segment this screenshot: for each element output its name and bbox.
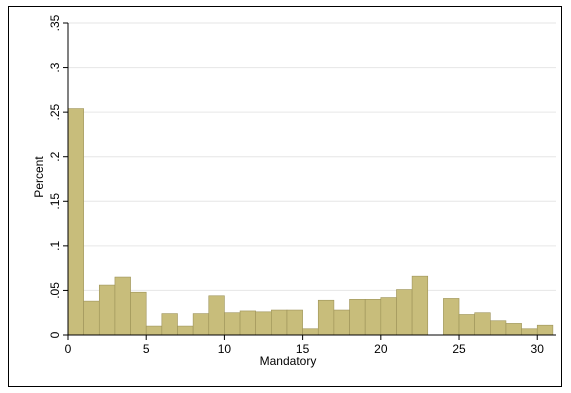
y-tick-label: .25 [48,103,62,120]
y-tick-label: .05 [48,282,62,299]
histogram-bar [317,299,335,336]
histogram-bar [114,276,131,336]
y-tick-label: .1 [48,241,62,251]
y-tick-label: 0 [48,331,62,338]
x-tick-label: 0 [65,342,72,356]
histogram-bar [333,309,350,336]
histogram-bar [192,313,210,336]
histogram-bar [161,313,178,336]
histogram-bar [130,291,147,336]
histogram-bar [177,325,194,336]
x-tick-label: 20 [374,342,388,356]
histogram-bar [458,314,475,336]
histogram-bar [271,309,288,336]
histogram-bar [380,297,397,336]
histogram-bar [224,312,241,336]
histogram-bar [411,275,429,336]
y-tick-label: .15 [48,193,62,210]
x-tick-label: 30 [531,342,545,356]
histogram-bar [505,323,522,336]
histogram-bar [286,309,303,336]
histogram-bar [536,324,554,336]
y-tick-label: .2 [48,151,62,161]
histogram-bar [239,310,256,336]
histogram-bar [67,108,84,336]
histogram-bar [208,295,225,336]
x-tick-label: 25 [452,342,466,356]
histogram-bar [396,289,413,336]
histogram-bar [145,325,163,336]
histogram-bar [474,312,491,336]
histogram-bar [255,311,272,336]
histogram-bar [364,299,382,336]
x-axis-title: Mandatory [260,354,317,368]
histogram-bar [443,298,460,336]
histogram-bar [490,320,507,336]
x-tick-label: 15 [296,342,310,356]
x-tick-label: 10 [218,342,232,356]
histogram-bar [98,284,116,336]
y-tick-label: .3 [48,62,62,72]
histogram-bar [302,328,319,336]
histogram-bar [521,328,538,336]
y-tick-label: .35 [48,14,62,31]
y-axis-title: Percent [32,156,46,198]
histogram-bar [83,300,100,336]
x-tick-label: 5 [143,342,150,356]
histogram-bar [349,299,366,336]
